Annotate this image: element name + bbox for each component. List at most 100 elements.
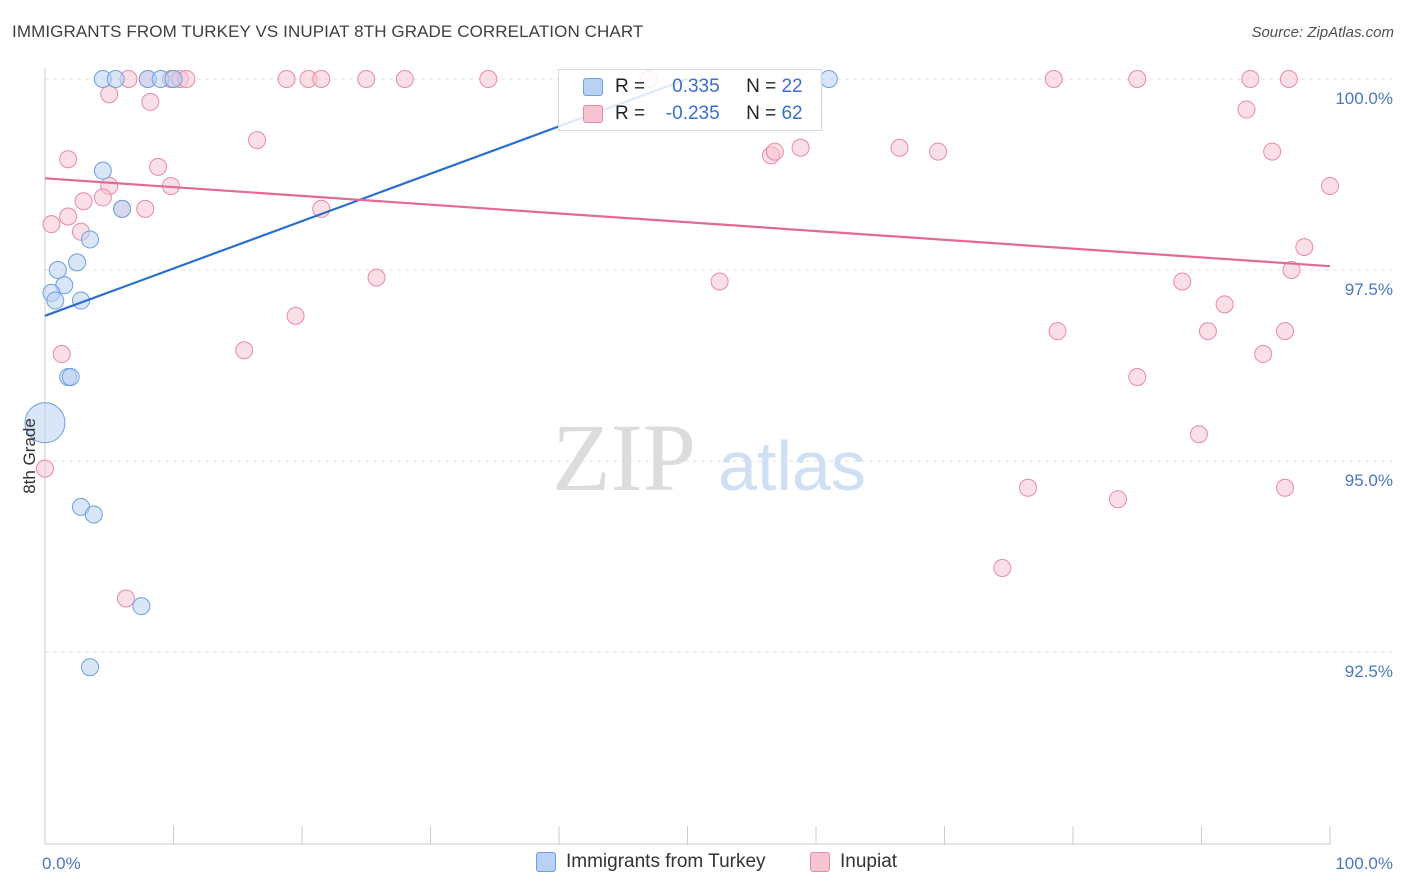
source-label: Source: ZipAtlas.com <box>1251 24 1394 41</box>
legend-r-value: -0.235 <box>665 103 720 124</box>
inupiat-point[interactable] <box>1215 295 1234 314</box>
inupiat-point[interactable] <box>141 92 160 111</box>
inupiat-point[interactable] <box>395 70 414 88</box>
inupiat-point[interactable] <box>1295 238 1314 257</box>
legend-label-inupiat: Inupiat <box>840 851 898 872</box>
inupiat-point[interactable] <box>1237 100 1256 119</box>
inupiat-point[interactable] <box>1128 367 1147 386</box>
axes <box>44 68 1331 845</box>
inupiat-point[interactable] <box>1128 70 1147 88</box>
grid-lines <box>45 78 1392 653</box>
inupiat-point[interactable] <box>1263 142 1282 161</box>
y-tick-label: 95.0% <box>1345 471 1393 490</box>
turkey-point[interactable] <box>113 199 132 218</box>
inupiat-point[interactable] <box>1048 322 1067 341</box>
inupiat-point[interactable] <box>993 558 1012 577</box>
inupiat-point[interactable] <box>235 341 254 360</box>
legend-n-value: 22 <box>781 76 803 97</box>
inupiat-point[interactable] <box>248 131 267 150</box>
legend-row-turkey: R = 0.335 N = 22 <box>583 74 803 100</box>
turkey-point[interactable] <box>819 70 838 88</box>
inupiat-point[interactable] <box>312 70 331 88</box>
legend-swatch-blue <box>583 78 603 96</box>
inupiat-point[interactable] <box>1189 425 1208 444</box>
legend-r-label: R = <box>615 103 646 124</box>
x-tick-label: 0.0% <box>42 854 81 873</box>
inupiat-point[interactable] <box>1108 490 1127 509</box>
watermark-atlas: atlas <box>718 427 866 505</box>
chart-title: IMMIGRANTS FROM TURKEY VS INUPIAT 8TH GR… <box>12 22 644 41</box>
inupiat-point[interactable] <box>1321 176 1339 195</box>
inupiat-trend-line <box>44 177 1331 268</box>
inupiat-point[interactable] <box>149 157 168 176</box>
inupiat-point[interactable] <box>286 306 305 325</box>
correlation-legend: R = 0.335 N = 22 R = -0.235 N = 62 <box>558 69 822 131</box>
turkey-point[interactable] <box>24 402 66 444</box>
inupiat-point[interactable] <box>710 272 729 291</box>
turkey-point[interactable] <box>84 505 103 524</box>
inupiat-point[interactable] <box>791 138 810 157</box>
x-tick-labels: 0.0% 100.0% <box>42 854 1393 873</box>
legend-label-turkey: Immigrants from Turkey <box>566 851 766 872</box>
legend-r-label: R = <box>615 76 646 97</box>
legend-row-inupiat: R = -0.235 N = 62 <box>583 101 803 127</box>
inupiat-point[interactable] <box>929 142 948 161</box>
inupiat-point[interactable] <box>1276 478 1295 497</box>
turkey-point[interactable] <box>132 597 151 616</box>
legend-n-label: N = <box>746 76 777 97</box>
inupiat-point[interactable] <box>1254 345 1273 364</box>
y-tick-label: 100.0% <box>1335 89 1393 108</box>
inupiat-point[interactable] <box>59 150 78 169</box>
y-tick-labels: 100.0% 97.5% 95.0% 92.5% <box>1335 89 1393 681</box>
inupiat-point[interactable] <box>116 589 135 608</box>
legend-n-value: 62 <box>781 103 803 124</box>
inupiat-point[interactable] <box>74 192 93 211</box>
inupiat-point[interactable] <box>59 207 78 226</box>
turkey-point[interactable] <box>48 261 67 279</box>
inupiat-point[interactable] <box>1198 322 1217 341</box>
inupiat-point[interactable] <box>42 215 61 234</box>
inupiat-point[interactable] <box>277 70 296 88</box>
inupiat-point[interactable] <box>52 345 71 364</box>
watermark: ZIP atlas <box>552 404 866 511</box>
turkey-point[interactable] <box>46 291 65 310</box>
turkey-point[interactable] <box>106 70 125 88</box>
inupiat-point[interactable] <box>1276 322 1295 341</box>
legend-n-label: N = <box>746 103 777 124</box>
inupiat-point[interactable] <box>100 85 119 104</box>
legend-swatch-inupiat <box>810 852 830 872</box>
turkey-point[interactable] <box>80 230 99 249</box>
legend-swatch-pink <box>583 105 603 123</box>
turkey-points <box>24 70 838 677</box>
inupiat-point[interactable] <box>36 459 54 478</box>
turkey-point[interactable] <box>68 253 87 272</box>
x-tick-label: 100.0% <box>1335 854 1393 873</box>
inupiat-point[interactable] <box>1279 70 1298 88</box>
inupiat-points <box>36 70 1339 608</box>
inupiat-point[interactable] <box>357 70 376 88</box>
inupiat-point[interactable] <box>479 70 498 88</box>
watermark-zip: ZIP <box>552 404 696 511</box>
inupiat-point[interactable] <box>890 138 909 157</box>
inupiat-point[interactable] <box>136 199 155 218</box>
legend-swatch-turkey <box>536 852 556 872</box>
turkey-point[interactable] <box>164 70 183 88</box>
y-tick-label: 97.5% <box>1345 280 1393 299</box>
inupiat-point[interactable] <box>1282 261 1301 279</box>
legend-r-value: 0.335 <box>672 76 720 97</box>
inupiat-point[interactable] <box>1173 272 1192 291</box>
turkey-point[interactable] <box>93 161 112 180</box>
y-tick-label: 92.5% <box>1345 662 1393 681</box>
turkey-point[interactable] <box>61 367 80 386</box>
legend-item-inupiat[interactable]: Inupiat <box>810 851 897 873</box>
inupiat-point[interactable] <box>367 268 386 287</box>
inupiat-point[interactable] <box>1044 70 1063 88</box>
inupiat-point[interactable] <box>765 142 784 161</box>
legend-item-turkey[interactable]: Immigrants from Turkey <box>536 851 766 873</box>
inupiat-point[interactable] <box>93 188 112 207</box>
inupiat-point[interactable] <box>1241 70 1260 88</box>
series-legend: Immigrants from Turkey Inupiat <box>0 851 1406 877</box>
turkey-point[interactable] <box>80 658 99 677</box>
inupiat-point[interactable] <box>1019 478 1038 497</box>
